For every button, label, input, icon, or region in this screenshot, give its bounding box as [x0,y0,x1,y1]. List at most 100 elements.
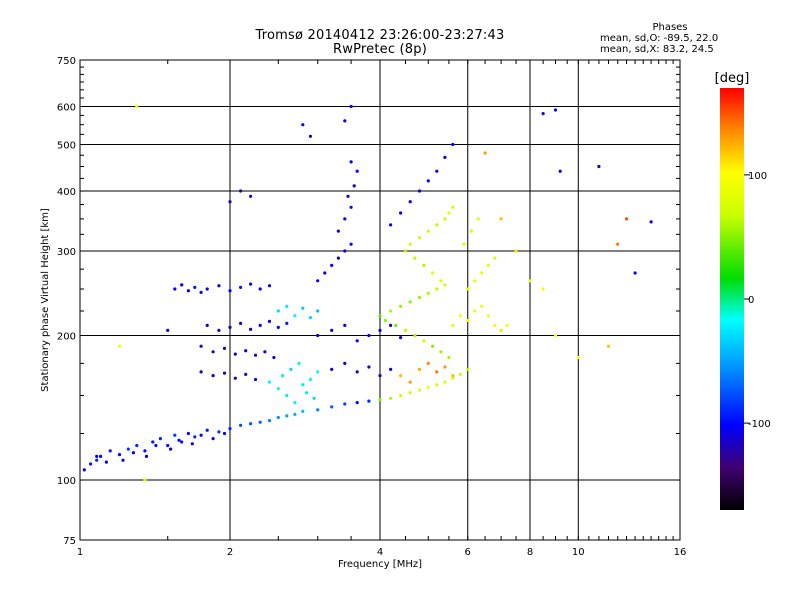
data-point [180,283,184,287]
data-point [408,242,412,246]
data-point [493,256,497,260]
data-point [451,205,455,209]
data-point [285,393,289,398]
data-point [413,256,417,260]
data-point [239,321,243,325]
data-point [222,346,227,350]
data-point [316,279,320,283]
data-point [253,377,258,382]
data-point [166,328,170,332]
data-point [431,271,435,275]
data-point [276,387,280,391]
data-point [312,396,316,400]
data-point [346,194,350,198]
data-point [649,220,653,224]
data-point [285,321,289,325]
data-point [222,431,227,436]
data-point [211,374,215,378]
axis-ticks: 1 2 4 6 8 10 16 75 100 200 300 400 500 600 750 [57,56,686,558]
data-point [154,443,158,448]
data-point [458,372,462,376]
data-point [378,314,382,318]
data-point [480,271,484,275]
data-point [193,435,197,439]
data-point [541,112,545,116]
x-tick-label: 1 [77,547,83,558]
data-point [126,447,130,451]
data-point [89,462,93,466]
data-point [330,367,334,371]
data-point [528,279,532,283]
data-point [435,169,439,173]
data-point [239,285,243,289]
data-point [466,318,470,323]
data-point [272,355,276,360]
phase-stats-box: Phases mean, sd,O: -89.5, 22.0 mean, sd,… [600,22,740,55]
data-point [389,323,393,327]
data-point [389,223,393,227]
data-point [378,328,382,332]
data-point [293,401,297,405]
x-tick-label: 4 [377,547,383,558]
data-point [476,217,480,221]
data-point [553,108,558,112]
data-point [177,438,181,442]
data-point [408,200,412,204]
data-point [426,385,430,389]
data-point [308,134,312,138]
data-point [417,236,422,240]
data-point [233,376,237,380]
data-point [297,361,301,365]
data-point [466,367,470,371]
data-point [199,290,203,294]
data-point [233,352,237,356]
data-point [367,399,371,403]
data-point [466,287,470,291]
y-tick-label: 600 [57,103,76,114]
data-point [239,423,243,427]
y-tick-label: 100 [57,476,76,487]
data-point [143,478,147,482]
phase-stats-o: mean, sd,O: -89.5, 22.0 [600,33,719,44]
data-point [458,314,462,318]
data-point [330,405,334,409]
data-point [462,242,466,246]
data-point [435,383,439,387]
data-point [244,372,248,376]
data-point [451,142,455,147]
data-point [253,353,258,357]
data-point [267,419,272,423]
data-point [499,328,503,332]
data-point [417,367,422,371]
data-point [443,283,447,287]
y-tick-label: 400 [57,187,76,198]
data-point [308,377,312,382]
data-point [285,414,289,418]
data-point [426,361,430,365]
data-point [553,333,558,338]
data-point [443,217,447,221]
y-axis-label: Stationary phase Virtual Height [km] [40,208,51,392]
data-point [597,164,601,169]
data-point [305,391,309,395]
grid-lines [80,60,680,540]
data-point [399,304,403,308]
data-point [435,287,439,291]
data-point [439,279,443,283]
data-point [389,309,393,313]
data-point [383,318,387,323]
data-point [343,323,347,327]
data-point [408,300,412,304]
data-point [308,316,312,320]
data-point [399,211,403,215]
data-point [99,454,103,458]
data-point [249,282,253,286]
data-point [443,365,447,369]
data-point [367,333,371,338]
data-point [217,328,221,332]
data-point [443,155,447,159]
y-tick-label: 750 [57,56,76,67]
data-point [228,289,232,293]
data-point [394,323,398,327]
data-point [486,314,490,318]
